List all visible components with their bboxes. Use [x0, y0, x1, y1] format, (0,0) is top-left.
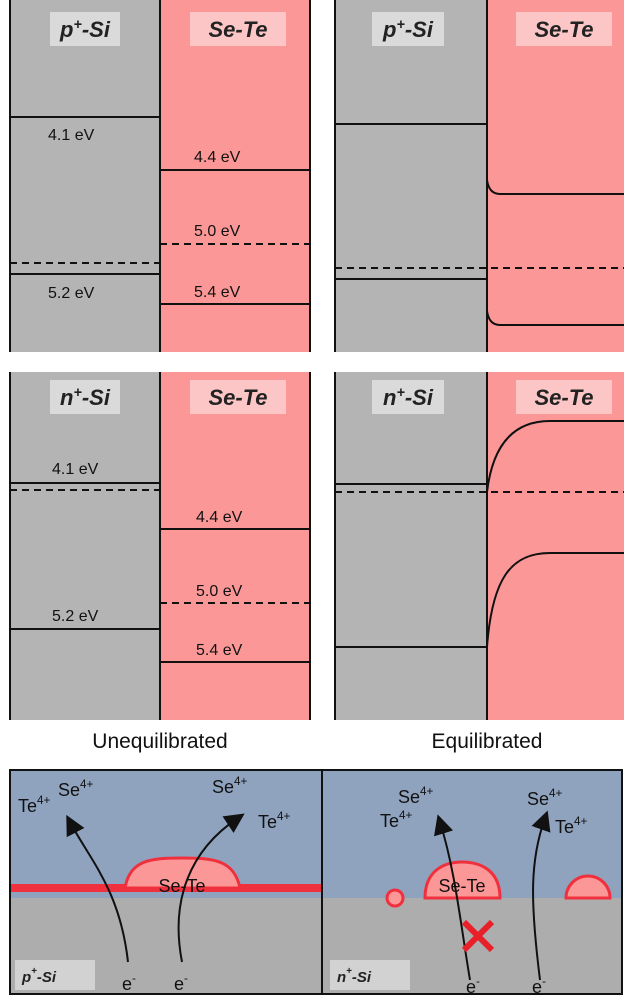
level-label: 5.0 eV: [196, 583, 243, 600]
text-part: Te: [380, 811, 399, 831]
t: -Si: [405, 385, 434, 410]
t: -Si: [82, 385, 111, 410]
figure: p+-Si Se-Te 4.1 eV 5.2 eV 4.4 eV 5.0 eV …: [0, 0, 624, 995]
text-part: 4+: [574, 815, 588, 828]
text-part: Se: [212, 777, 234, 797]
t: p: [382, 17, 396, 42]
band-panel: p+-Si Se-Te: [335, 0, 624, 352]
t: -Si: [82, 17, 111, 42]
band-panel: n+-Si Se-Te 4.1 eV 5.2 eV 4.4 eV 5.0 eV …: [10, 372, 310, 720]
si-region: [335, 372, 487, 720]
band-panel: p+-Si Se-Te 4.1 eV 5.2 eV 4.4 eV 5.0 eV …: [10, 0, 310, 352]
text-part: -: [476, 975, 480, 988]
si-label: n+-Si: [60, 385, 111, 410]
text-part: p: [21, 969, 31, 986]
level-label: 4.1 eV: [48, 127, 95, 144]
level-label: 4.1 eV: [52, 461, 99, 478]
t: n: [60, 385, 73, 410]
si-region: [10, 372, 160, 720]
level-label: 5.0 eV: [194, 223, 241, 240]
t: p: [59, 17, 73, 42]
t: n: [383, 385, 396, 410]
film-label: Se-Te: [208, 17, 267, 42]
text-part: -: [542, 975, 546, 988]
level-label: 5.2 eV: [48, 285, 95, 302]
level-label: 4.4 eV: [194, 149, 241, 166]
text-part: Se: [527, 789, 549, 809]
film-label: Se-Te: [208, 385, 267, 410]
text-part: -: [184, 972, 188, 985]
text-part: e: [466, 977, 476, 995]
text-part: Se: [58, 780, 80, 800]
level-label: 4.4 eV: [196, 509, 243, 526]
t: -Si: [405, 17, 434, 42]
text-part: -Si: [352, 969, 372, 986]
si-label: n+-Si: [383, 385, 434, 410]
text-part: -Si: [37, 969, 57, 986]
text-part: n: [337, 969, 346, 986]
text-part: e: [122, 974, 132, 994]
si-region: [335, 0, 487, 352]
level-label: 5.2 eV: [52, 608, 99, 625]
deposit-label: Se-Te: [438, 876, 485, 896]
substrate-label: p+-Si: [21, 966, 57, 986]
text-part: e: [174, 974, 184, 994]
level-label: 5.4 eV: [194, 284, 241, 301]
text-part: 4+: [549, 787, 563, 800]
si-label: p+-Si: [382, 17, 434, 42]
film-region: [487, 0, 624, 352]
substrate-label: n+-Si: [337, 966, 372, 986]
caption: Equilibrated: [432, 730, 543, 753]
text-part: Te: [18, 796, 37, 816]
caption: Unequilibrated: [92, 730, 227, 753]
text-part: 4+: [277, 810, 291, 823]
text-part: e: [532, 977, 542, 995]
film-region: [487, 372, 624, 720]
level-label: 5.4 eV: [196, 642, 243, 659]
text-part: Te: [258, 812, 277, 832]
text-part: Te: [555, 817, 574, 837]
text-part: 4+: [420, 785, 434, 798]
text-part: Se: [398, 787, 420, 807]
text-part: 4+: [399, 809, 413, 822]
film-label: Se-Te: [534, 385, 593, 410]
text-part: -: [132, 972, 136, 985]
film-label: Se-Te: [534, 17, 593, 42]
text-part: 4+: [37, 794, 51, 807]
film-region: [160, 372, 310, 720]
band-panel: n+-Si Se-Te: [335, 372, 624, 720]
si-label: p+-Si: [59, 17, 111, 42]
text-part: 4+: [234, 775, 248, 788]
text-part: 4+: [80, 778, 94, 791]
